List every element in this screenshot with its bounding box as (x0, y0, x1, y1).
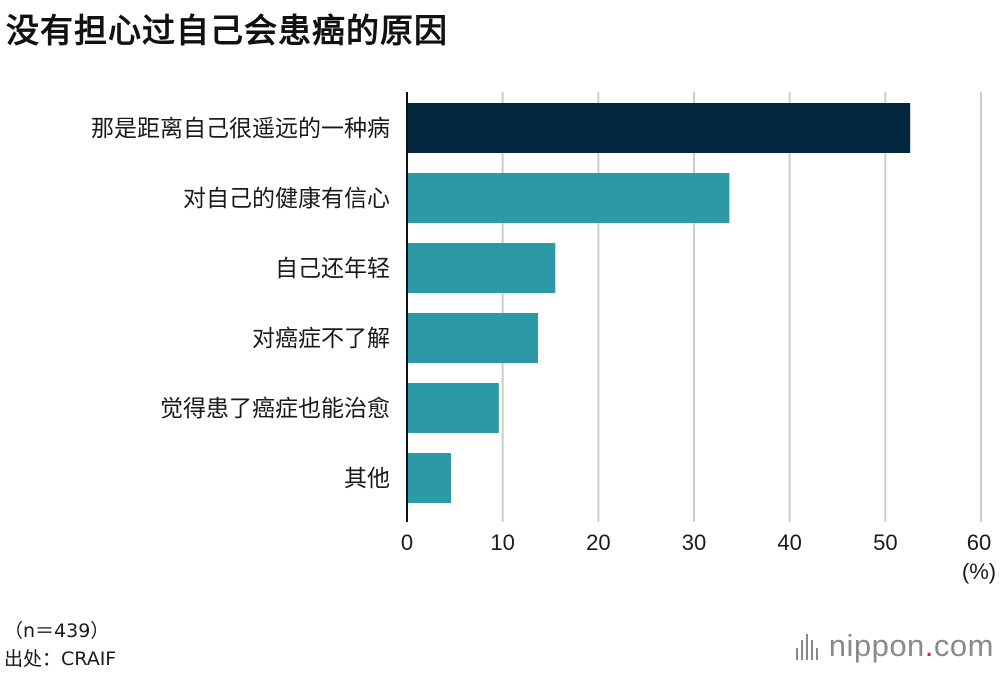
logo-bars-icon (795, 632, 821, 660)
x-tick-label: 20 (586, 530, 610, 555)
x-tick-label: 40 (777, 530, 801, 555)
source-note: 出处：CRAIF (4, 648, 117, 670)
logo-text: nippon.com (828, 628, 994, 663)
x-tick-label: 30 (682, 530, 706, 555)
chart-title: 没有担心过自己会患癌的原因 (6, 11, 448, 50)
x-tick-label: 60 (967, 530, 991, 555)
category-label: 对癌症不了解 (252, 326, 390, 352)
sample-size-note: （n＝439） (4, 620, 110, 642)
category-labels: 那是距离自己很遥远的一种病对自己的健康有信心自己还年轻对癌症不了解觉得患了癌症也… (91, 116, 390, 492)
nippon-logo: nippon.com (795, 628, 994, 664)
category-label: 那是距离自己很遥远的一种病 (91, 116, 390, 142)
bar (407, 103, 911, 153)
x-tick-label: 0 (401, 530, 413, 555)
bar (407, 313, 539, 363)
category-label: 其他 (344, 466, 390, 492)
x-tick-label: 50 (873, 530, 897, 555)
x-unit-label: (%) (962, 559, 996, 584)
bar (407, 453, 452, 503)
gridlines (501, 92, 982, 522)
bar (407, 383, 499, 433)
bar (407, 173, 730, 223)
category-label: 对自己的健康有信心 (183, 186, 390, 212)
bars (407, 103, 911, 503)
x-tick-label: 10 (490, 530, 514, 555)
x-axis: 0 10 20 30 40 50 60 (%) (401, 92, 996, 584)
bar (407, 243, 556, 293)
category-label: 自己还年轻 (275, 256, 390, 282)
category-label: 觉得患了癌症也能治愈 (160, 396, 390, 422)
